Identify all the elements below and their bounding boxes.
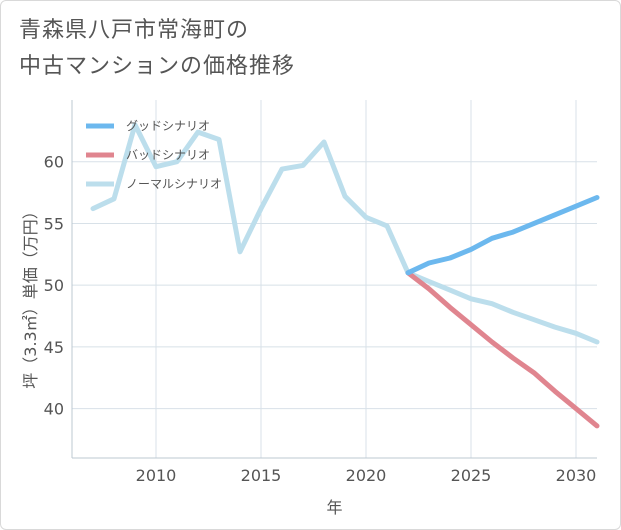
series-line-1 (405, 270, 600, 429)
legend-label-0: グッドシナリオ (126, 119, 210, 133)
legend-label-2: ノーマルシナリオ (126, 177, 222, 191)
x-tick-label: 2030 (556, 466, 597, 485)
chart-title-line1: 青森県八戸市常海町の (19, 18, 250, 43)
series-line-2 (90, 122, 600, 345)
y-tick-label: 50 (44, 276, 64, 295)
x-tick-label: 2015 (241, 466, 282, 485)
y-tick-label: 60 (44, 153, 64, 172)
series-line-0 (405, 195, 600, 276)
chart-title-line2: 中古マンションの価格推移 (19, 54, 296, 79)
x-tick-label: 2010 (136, 466, 177, 485)
x-tick-label: 2025 (451, 466, 492, 485)
chart-title: 青森県八戸市常海町の 中古マンションの価格推移 (19, 13, 295, 85)
x-axis-label: 年 (326, 498, 342, 517)
y-tick-label: 45 (44, 338, 64, 357)
y-tick-label: 40 (44, 400, 64, 419)
y-axis-label: 坪（3.3㎡）単価（万円） (21, 203, 40, 388)
x-tick-label: 2020 (346, 466, 387, 485)
legend-label-1: バッドシナリオ (126, 148, 210, 162)
y-tick-label: 55 (44, 214, 64, 233)
